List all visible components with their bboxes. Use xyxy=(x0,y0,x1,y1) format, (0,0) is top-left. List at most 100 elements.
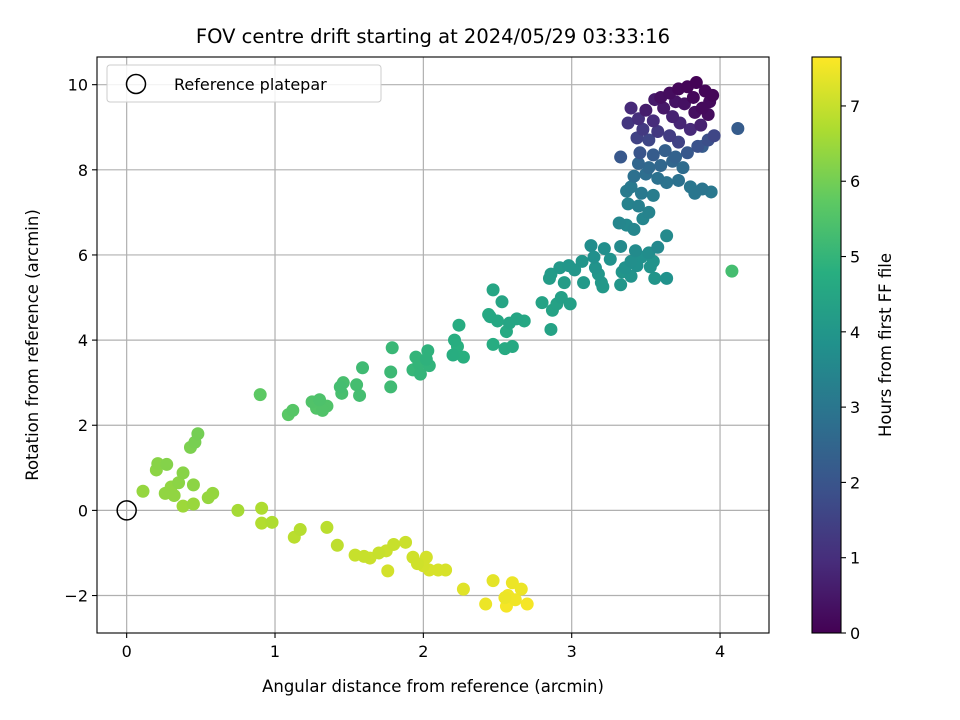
data-point xyxy=(676,161,690,175)
y-tick-label: 8 xyxy=(78,161,88,180)
data-point xyxy=(399,535,413,549)
data-point xyxy=(544,322,558,336)
y-tick-label: 4 xyxy=(78,331,88,350)
data-point xyxy=(651,171,665,185)
colorbar-tick-label: 3 xyxy=(850,398,860,417)
data-point xyxy=(231,503,245,517)
data-point xyxy=(381,564,395,578)
data-point xyxy=(624,254,638,268)
data-point xyxy=(313,393,327,407)
data-point xyxy=(514,582,528,596)
data-point xyxy=(320,520,334,534)
data-point xyxy=(689,76,703,90)
data-point xyxy=(577,276,591,290)
data-point xyxy=(631,156,645,170)
data-point xyxy=(642,205,656,219)
data-point xyxy=(672,173,686,187)
data-point xyxy=(186,497,200,511)
data-point xyxy=(663,129,677,143)
legend-box xyxy=(106,64,382,103)
data-point xyxy=(707,129,721,143)
y-axis-ticks: −2 0 2 4 6 8 10 xyxy=(64,76,97,606)
data-points xyxy=(136,76,745,613)
data-point xyxy=(603,252,617,266)
data-point xyxy=(651,240,665,254)
data-point xyxy=(265,515,279,529)
x-axis-ticks: 0 1 2 3 4 xyxy=(122,633,725,661)
data-point xyxy=(614,239,628,253)
data-point xyxy=(694,118,708,132)
data-point xyxy=(651,125,665,139)
colorbar-tick-label: 4 xyxy=(850,323,860,342)
data-point xyxy=(448,333,462,347)
data-point xyxy=(646,148,660,162)
reference-marker xyxy=(116,500,137,521)
legend-entry-label: Reference platepar xyxy=(174,75,327,94)
x-axis-label: Angular distance from reference (arcmin) xyxy=(262,677,604,696)
data-point xyxy=(495,295,509,309)
data-point xyxy=(646,114,660,128)
data-point xyxy=(387,537,401,551)
colorbar-label: Hours from first FF file xyxy=(876,253,895,437)
data-point xyxy=(520,597,534,611)
data-point xyxy=(621,116,635,130)
data-point xyxy=(191,427,205,441)
data-point xyxy=(691,139,705,153)
data-point xyxy=(657,101,671,115)
data-point xyxy=(633,146,647,160)
data-point xyxy=(631,112,645,126)
data-point xyxy=(642,161,656,175)
data-point xyxy=(176,466,190,480)
data-point xyxy=(621,197,635,211)
data-point xyxy=(627,222,641,236)
data-point xyxy=(642,133,656,147)
data-point xyxy=(535,296,549,310)
data-point xyxy=(413,367,427,381)
data-point xyxy=(315,403,329,417)
data-point xyxy=(624,101,638,115)
data-point xyxy=(563,297,577,311)
data-point xyxy=(384,365,398,379)
data-point xyxy=(624,180,638,194)
data-point xyxy=(452,318,466,332)
x-tick-label: 2 xyxy=(418,642,428,661)
data-point xyxy=(666,110,680,124)
data-point xyxy=(333,380,347,394)
data-point xyxy=(587,250,601,264)
data-point xyxy=(419,352,433,366)
data-point xyxy=(486,574,500,588)
data-point xyxy=(634,186,648,200)
data-point xyxy=(353,388,367,402)
data-point xyxy=(384,380,398,394)
data-point xyxy=(508,593,522,607)
x-tick-label: 3 xyxy=(567,642,577,661)
data-point xyxy=(479,597,493,611)
data-point xyxy=(439,563,453,577)
colorbar: 0 1 2 3 4 5 6 7 Hours from first FF file xyxy=(811,56,895,643)
reference-platepar-marker xyxy=(116,500,137,521)
legend-marker-icon xyxy=(125,73,147,95)
grid xyxy=(97,57,769,633)
data-point xyxy=(136,484,150,498)
chart-title: FOV centre drift starting at 2024/05/29 … xyxy=(196,25,670,48)
plot-frame xyxy=(96,56,770,634)
data-point xyxy=(614,150,628,164)
data-point xyxy=(486,283,500,297)
data-point xyxy=(627,169,641,183)
data-point xyxy=(456,350,470,364)
x-tick-label: 4 xyxy=(715,642,725,661)
data-point xyxy=(646,188,660,202)
data-point xyxy=(385,341,399,355)
colorbar-gradient xyxy=(811,56,842,634)
data-point xyxy=(483,310,497,324)
legend: Reference platepar xyxy=(106,64,382,103)
y-axis-label: Rotation from reference (arcmin) xyxy=(23,209,42,481)
data-point xyxy=(658,144,672,158)
data-point xyxy=(695,182,709,196)
data-point xyxy=(446,348,460,362)
y-tick-label: 0 xyxy=(78,501,88,520)
data-point xyxy=(639,103,653,117)
data-point xyxy=(456,582,470,596)
data-point xyxy=(636,122,650,136)
